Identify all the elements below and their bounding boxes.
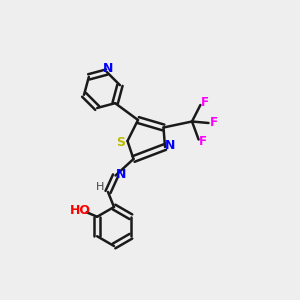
Text: N: N xyxy=(116,167,127,181)
Text: N: N xyxy=(165,139,175,152)
Text: H: H xyxy=(96,182,105,193)
Text: F: F xyxy=(201,96,209,109)
Text: F: F xyxy=(210,116,218,130)
Text: HO: HO xyxy=(70,204,91,217)
Text: F: F xyxy=(199,135,207,148)
Text: S: S xyxy=(116,136,125,149)
Text: N: N xyxy=(103,62,113,75)
